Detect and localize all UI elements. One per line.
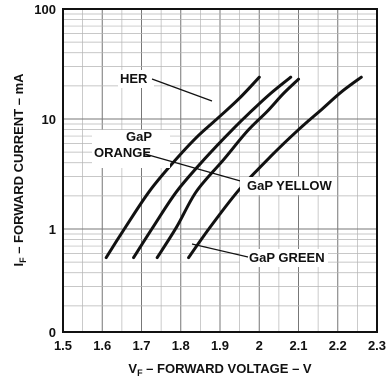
x-axis-label: VF – FORWARD VOLTAGE – V — [128, 361, 312, 378]
annotation-leader-line — [191, 243, 249, 258]
x-tick-label: 1.8 — [172, 338, 190, 353]
annotation-label-gap-green: GaP GREEN — [249, 250, 325, 265]
y-tick-label: 0 — [49, 325, 56, 340]
annotation-background — [92, 130, 170, 168]
y-tick-label: 1 — [49, 222, 56, 237]
x-tick-label: 1.6 — [93, 338, 111, 353]
series-gap-orange — [132, 75, 293, 260]
y-tick-label: 10 — [42, 112, 56, 127]
x-tick-label: 2.3 — [368, 338, 386, 353]
annotations: HER GaP ORANGE GaP YELLOW GaP GREEN — [92, 70, 336, 267]
y-tick-label: 100 — [34, 2, 56, 17]
annotation-leader-line — [151, 78, 213, 102]
x-tick-label: 2.2 — [329, 338, 347, 353]
x-tick-labels: 1.5 1.6 1.7 1.8 1.9 2 2.1 2.2 2.3 — [54, 338, 386, 353]
annotation-background — [240, 177, 336, 195]
annotation-label-gap-orange: GaP ORANGE — [94, 129, 152, 160]
annotation-label-her: HER — [120, 71, 148, 86]
x-tick-label: 1.9 — [211, 338, 229, 353]
x-tick-label: 2 — [256, 338, 263, 353]
plot-frame — [62, 8, 378, 333]
series-her — [104, 75, 261, 260]
y-axis-label: IF – FORWARD CURRENT – mA — [11, 73, 28, 267]
annotation-leader-line — [144, 153, 245, 183]
x-tick-label: 1.7 — [132, 338, 150, 353]
x-tick-label: 2.1 — [289, 338, 307, 353]
series-gap-yellow — [155, 77, 300, 260]
x-tick-label: 1.5 — [54, 338, 72, 353]
series-gap-green — [187, 75, 363, 260]
annotation-label-gap-yellow: GaP YELLOW — [247, 178, 332, 193]
grid — [62, 8, 378, 332]
series-group — [104, 75, 363, 260]
annotation-background — [240, 249, 328, 267]
annotation-background — [118, 70, 154, 88]
